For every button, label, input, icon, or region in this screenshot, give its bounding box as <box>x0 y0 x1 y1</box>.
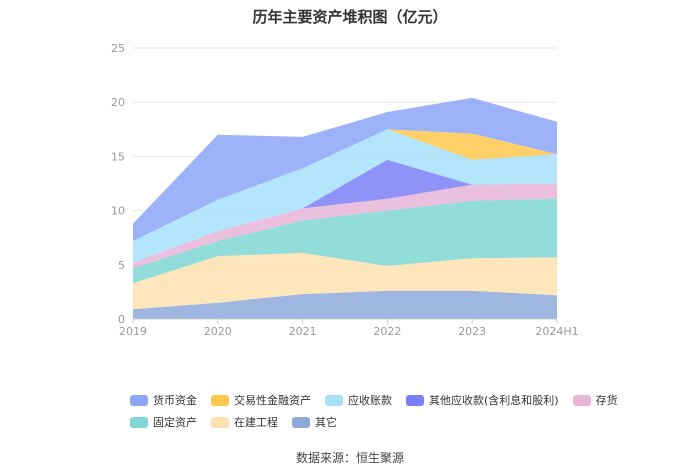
legend-label: 固定资产 <box>153 416 197 429</box>
legend-swatch <box>406 394 424 406</box>
area-series-3 <box>133 183 557 269</box>
legend-label: 存货 <box>595 394 618 407</box>
y-tick-label: 20 <box>111 96 125 109</box>
area-series-0 <box>133 290 557 319</box>
x-tick-label: 2020 <box>204 325 232 338</box>
legend-label: 其他应收款(含利息和股利) <box>429 394 559 407</box>
legend-swatch <box>130 416 148 428</box>
area-series-7 <box>133 97 557 242</box>
y-tick-label: 15 <box>111 150 125 163</box>
legend-swatch <box>325 394 343 406</box>
legend-swatch <box>211 394 229 406</box>
legend-row: 固定资产 在建工程 其它 <box>130 411 600 433</box>
legend-label: 交易性金融资产 <box>234 394 311 407</box>
y-tick-label: 25 <box>111 42 125 55</box>
stacked-area-chart: 0 5 10 15 20 25 2019 2020 2021 2022 2023 2024H1 <box>111 42 579 338</box>
x-tick-label: 2023 <box>458 325 486 338</box>
legend-item[interactable]: 其他应收款(含利息和股利) <box>406 392 559 408</box>
legend: 货币资金 交易性金融资产 应收账款 其他应收款(含利息和股利) 存货固定资产 在建工程 其它 <box>130 389 618 433</box>
area-series-2 <box>133 198 557 284</box>
legend-swatch <box>211 416 229 428</box>
y-tick-label: 5 <box>118 259 125 272</box>
legend-row: 货币资金 交易性金融资产 应收账款 其他应收款(含利息和股利) 存货 <box>130 389 618 411</box>
area-series-5 <box>133 129 557 263</box>
legend-swatch <box>130 394 148 406</box>
legend-item[interactable]: 其它 <box>292 414 337 430</box>
legend-item[interactable]: 应收账款 <box>325 392 392 408</box>
legend-item[interactable]: 在建工程 <box>211 414 278 430</box>
x-tick-label: 2022 <box>373 325 401 338</box>
area-series-1 <box>133 252 557 310</box>
legend-swatch <box>292 416 310 428</box>
legend-item[interactable]: 固定资产 <box>130 414 197 430</box>
x-tick-label: 2021 <box>289 325 317 338</box>
x-tick-label: 2019 <box>119 325 147 338</box>
legend-item[interactable]: 交易性金融资产 <box>211 392 311 408</box>
area-series-4 <box>133 159 557 263</box>
legend-swatch <box>572 394 591 406</box>
legend-label: 货币资金 <box>153 394 197 407</box>
legend-label: 其它 <box>315 416 337 429</box>
y-tick-label: 0 <box>118 313 125 326</box>
legend-label: 应收账款 <box>348 394 392 407</box>
chart-title: 历年主要资产堆积图（亿元） <box>252 8 448 26</box>
data-source: 数据来源：恒生聚源 <box>295 451 404 465</box>
legend-label: 在建工程 <box>234 416 278 429</box>
legend-item[interactable]: 存货 <box>572 392 618 408</box>
legend-item[interactable]: 货币资金 <box>130 392 197 408</box>
y-tick-label: 10 <box>111 205 125 218</box>
x-tick-label: 2024H1 <box>535 325 578 338</box>
